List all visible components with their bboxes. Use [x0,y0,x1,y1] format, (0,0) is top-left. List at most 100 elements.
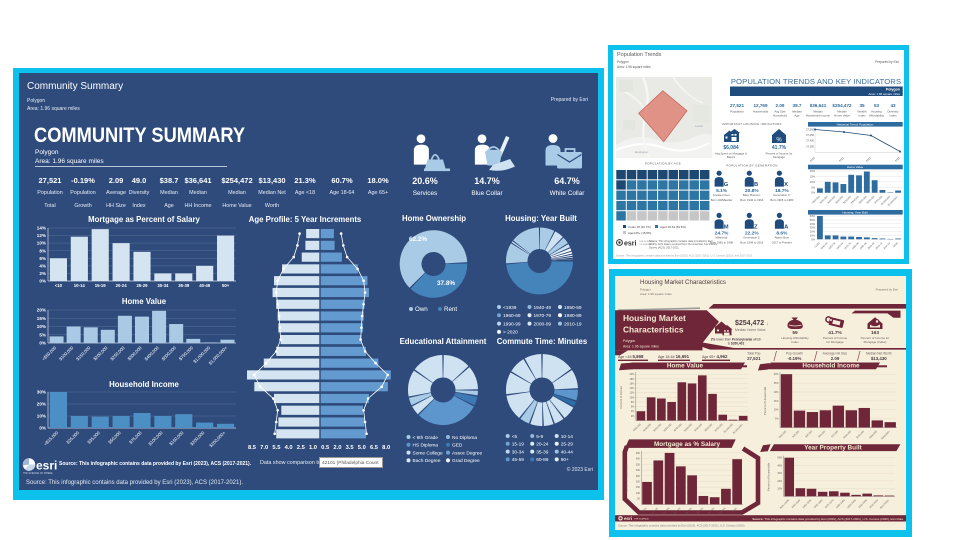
svg-text:8.6%: 8.6% [776,230,788,236]
svg-text:2.09: 2.09 [831,356,840,361]
svg-text:8%: 8% [631,401,635,404]
svg-text:$1,000,000: $1,000,000 [880,195,891,206]
svg-text:1950-59: 1950-59 [564,305,582,311]
svg-text:<5: <5 [512,434,518,440]
svg-text:1940-49: 1940-49 [820,241,829,250]
svg-text:10%: 10% [777,488,783,491]
svg-text:1960-69: 1960-69 [503,313,521,319]
svg-text:Index: Index [889,114,897,118]
svg-text:20%: 20% [810,230,816,234]
svg-text:4.0: 4.0 [285,445,293,451]
svg-text:50%: 50% [777,457,783,460]
svg-text:THE SCIENCE: THE SCIENCE [639,241,654,243]
svg-text:40-44: 40-44 [561,449,574,455]
svg-text:esri: esri [36,459,57,473]
svg-text:163: 163 [871,330,879,336]
svg-text:20%: 20% [630,373,636,376]
svg-text:5.5: 5.5 [272,445,281,451]
svg-text:30-34%: 30-34% [696,506,705,515]
svg-text:1970-79: 1970-79 [534,313,552,319]
svg-text:2020: 2020 [809,155,816,162]
svg-text:20%: 20% [37,402,46,407]
svg-text:Median Net Worth: Median Net Worth [866,352,892,356]
svg-text:Historical Trend: Population: Historical Trend: Population [837,122,874,126]
svg-text:$200,000+: $200,000+ [881,430,892,441]
svg-text:1960-69: 1960-69 [836,241,845,250]
svg-text:20-24%: 20-24% [674,506,683,515]
svg-text:$1,000,000: $1,000,000 [723,423,734,434]
svg-text:>2020: >2020 [892,241,899,248]
svg-text:10%: 10% [810,233,816,237]
svg-text:62.2%: 62.2% [409,236,427,243]
svg-text:GED: GED [452,443,463,449]
svg-text:for Mortgage: for Mortgage [826,340,843,344]
svg-text:Aged 18-64 (64.5%): Aged 18-64 (64.5%) [660,225,686,229]
svg-text:0.5: 0.5 [321,445,330,451]
svg-text:$100,000: $100,000 [819,195,829,205]
svg-text:$250,000: $250,000 [843,195,853,205]
svg-text:30-34: 30-34 [157,283,169,288]
svg-text:50%: 50% [810,218,816,222]
svg-text:Rent: Rent [444,306,457,313]
svg-text:Age 18-64 16,691: Age 18-64 16,691 [658,354,690,359]
svg-text:$13,430: $13,430 [871,356,887,361]
svg-text:Home Value: Home Value [834,114,850,118]
svg-text:250: 250 [636,475,641,478]
svg-text:Lester: Lester [695,124,703,128]
svg-text:10%: 10% [37,324,46,329]
svg-text:1.0: 1.0 [309,445,317,451]
svg-text:Greatest Gen:: Greatest Gen: [713,193,731,197]
svg-text:38.7: 38.7 [793,103,802,108]
svg-text:THE SCIENCE OF WHERE: THE SCIENCE OF WHERE [23,472,53,475]
svg-text:X: X [784,182,788,188]
svg-text:$150,000: $150,000 [827,195,837,205]
svg-text:-0.19%: -0.19% [787,356,801,361]
svg-text:Under 18 (19.7%): Under 18 (19.7%) [628,225,651,229]
svg-text:$400,000: $400,000 [694,423,704,433]
svg-text:Home Value: Home Value [847,165,864,169]
svg-text:4%: 4% [39,264,46,269]
svg-text:Year Property Built: Year Property Built [804,445,862,452]
svg-text:Generation Z:: Generation Z: [743,235,760,239]
svg-text:40-49%: 40-49% [719,506,728,515]
svg-text:8%: 8% [39,248,46,253]
svg-text:$1,000,000+: $1,000,000+ [887,195,899,207]
svg-text:20-24: 20-24 [536,442,549,448]
svg-text:7.0: 7.0 [260,445,268,451]
svg-text:6.5: 6.5 [370,445,379,451]
svg-text:$6,084: $6,084 [723,145,739,151]
svg-text:Built 2020+: Built 2020+ [879,498,890,509]
svg-text:<10%: <10% [641,506,648,513]
svg-text:2% lower than Pennsylvania whi: 2% lower than Pennsylvania which [711,337,762,341]
svg-text:<$50,000: <$50,000 [811,195,821,205]
svg-text:Mortgage: Mortgage [773,155,785,159]
svg-text:59: 59 [792,330,798,336]
svg-text:30%: 30% [777,472,783,475]
svg-text:50+: 50+ [222,283,230,288]
svg-text:15-19%: 15-19% [662,506,671,515]
svg-text:Area: 1.96 square miles: Area: 1.96 square miles [640,292,672,296]
svg-text:+50%: +50% [731,506,738,513]
svg-text:8.0: 8.0 [382,445,390,451]
svg-text:Diversity: Diversity [887,110,899,114]
svg-text:$254,472 ↓: $254,472 ↓ [735,320,768,327]
svg-text:esri: esri [624,240,637,247]
svg-text:20-24: 20-24 [116,283,128,288]
svg-text:15-19: 15-19 [95,283,107,288]
svg-text:35: 35 [859,103,865,108]
svg-text:Aged 65+ (15.8%): Aged 65+ (15.8%) [628,231,651,235]
svg-text:POPULATION BY GENERATION: POPULATION BY GENERATION [726,164,778,168]
svg-text:1980-1989: 1980-1989 [835,498,846,509]
svg-text:Born 1945/Earlier: Born 1945/Earlier [711,198,733,202]
svg-text:Assoc Degree: Assoc Degree [452,450,482,456]
svg-text:Avg Spent on Mortgage &: Avg Spent on Mortgage & [715,152,747,156]
svg-text:6%: 6% [631,406,635,409]
svg-text:Source: This infographic conta: Source: This infographic contains data p… [752,517,903,521]
svg-text:40%: 40% [810,222,816,226]
svg-text:10%: 10% [37,414,46,419]
svg-text:1940-49: 1940-49 [534,305,552,311]
svg-text:M: M [724,224,729,230]
svg-text:$100,000: $100,000 [643,423,653,433]
svg-text:Some College: Some College [413,450,443,456]
svg-text:Index: Index [791,340,799,344]
